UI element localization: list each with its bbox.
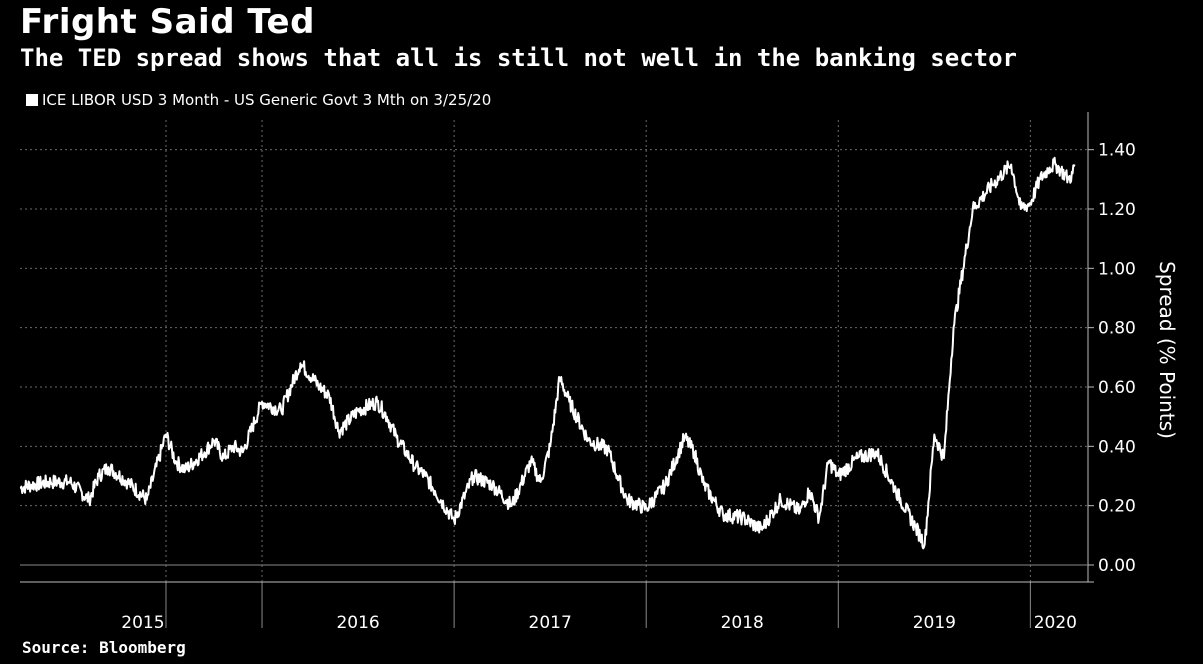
gridlines [20,149,1088,507]
x-tick-label-2019: 2019 [913,613,956,633]
y-tick-label-4: 0.80 [1098,319,1136,339]
chart-subtitle: The TED spread shows that all is still n… [20,44,1017,72]
x-axis-labels: 2015 2016 2017 2018 2019 2020 [121,613,1077,633]
year-separators [165,120,1031,628]
x-tick-label-2017: 2017 [529,613,572,633]
chart-title: Fright Said Ted [20,2,315,42]
x-tick-label-2020: 2020 [1034,613,1077,633]
axes [20,112,1094,583]
y-tick-label-3: 0.60 [1098,378,1136,398]
x-tick-label-2018: 2018 [721,613,764,633]
y-axis-title: Spread (% Points) [1155,261,1179,439]
y-tick-label-7: 1.40 [1098,141,1136,161]
y-axis-ticks: 0.00 0.20 0.40 0.60 0.80 1.00 1.20 1.40 [1088,141,1136,576]
source-note: Source: Bloomberg [22,638,186,657]
y-tick-label-0: 0.00 [1098,556,1136,576]
y-tick-label-2: 0.40 [1098,437,1136,457]
y-tick-label-5: 1.00 [1098,259,1136,279]
y-tick-label-6: 1.20 [1098,200,1136,220]
legend-swatch [26,94,38,106]
x-tick-label-2015: 2015 [121,613,164,633]
legend-label: ICE LIBOR USD 3 Month - US Generic Govt … [42,91,492,109]
legend: ICE LIBOR USD 3 Month - US Generic Govt … [26,91,491,109]
y-tick-label-1: 0.20 [1098,497,1136,517]
series-line-0 [19,156,1076,550]
x-tick-label-2016: 2016 [336,613,379,633]
series-layer [19,156,1076,550]
